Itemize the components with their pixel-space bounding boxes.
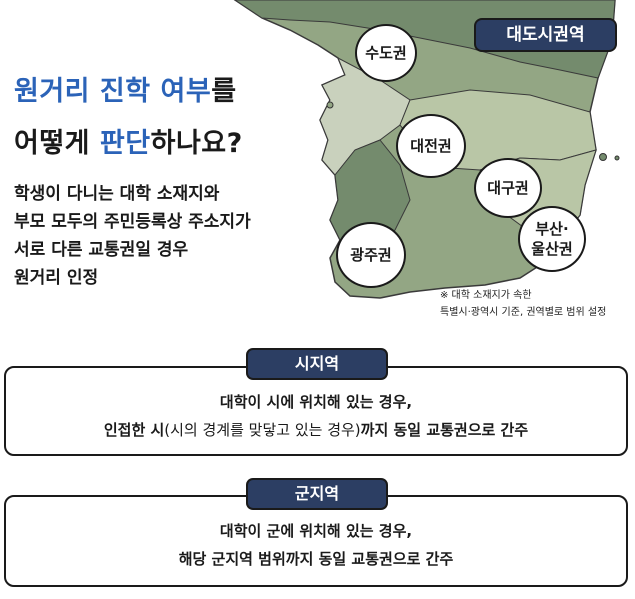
county-region-line-1: 대학이 군에 위치해 있는 경우, — [219, 522, 413, 540]
description-line: 학생이 다니는 대학 소재지와 — [14, 184, 220, 204]
region-bubble-sudo: 수도권 — [355, 24, 417, 82]
region-label: 광주권 — [350, 246, 392, 264]
region-bubble-gwangju: 광주권 — [336, 222, 406, 288]
map-island — [599, 153, 607, 161]
region-label: 부산· 울산권 — [531, 220, 573, 258]
region-bubble-daejeon: 대전권 — [396, 114, 466, 178]
county-region-line-2: 해당 군지역 범위까지 동일 교통권으로 간주 — [178, 550, 454, 568]
city-region-title: 시지역 — [248, 350, 386, 378]
headline-line-1: 원거리 진학 여부를 — [14, 76, 237, 107]
region-label: 수도권 — [365, 44, 407, 62]
city-region-section: 대학이 시에 위치해 있는 경우, 인접한 시(시의 경계를 맞닿고 있는 경우… — [4, 366, 628, 456]
county-region-title: 군지역 — [248, 480, 386, 508]
description-line: 부모 모두의 주민등록상 주소지가 — [14, 212, 251, 232]
region-label: 대전권 — [410, 137, 452, 155]
headline-highlight: 판단 — [99, 128, 151, 159]
region-label: 대구권 — [487, 179, 529, 197]
region-bubble-daegu: 대구권 — [474, 158, 542, 218]
city-region-line-1: 대학이 시에 위치해 있는 경우, — [219, 393, 413, 411]
headline-highlight: 원거리 진학 여부 — [14, 76, 212, 107]
map-island — [326, 101, 334, 109]
region-bubble-busan-ulsan: 부산· 울산권 — [518, 206, 586, 272]
city-region-text: 대학이 시에 위치해 있는 경우, 인접한 시(시의 경계를 맞닿고 있는 경우… — [6, 388, 626, 444]
city-region-line-2: 인접한 시(시의 경계를 맞닿고 있는 경우)까지 동일 교통권으로 간주 — [103, 421, 529, 439]
map-footnote: ※ 대학 소재지가 속한 특별시·광역시 기준, 권역별로 범위 설정 — [440, 290, 607, 318]
description-line: 서로 다른 교통권일 경우 — [14, 240, 189, 260]
county-region-section: 대학이 군에 위치해 있는 경우, 해당 군지역 범위까지 동일 교통권으로 간… — [4, 495, 628, 587]
description: 학생이 다니는 대학 소재지와 부모 모두의 주민등록상 주소지가 서로 다른 … — [14, 180, 251, 292]
metro-region-badge: 대도시권역 — [476, 20, 615, 50]
headline: 원거리 진학 여부를 어떻게 판단하나요? — [14, 66, 243, 170]
description-line: 원거리 인정 — [14, 268, 99, 288]
map-island — [614, 155, 620, 161]
headline-line-2: 어떻게 판단하나요? — [14, 128, 243, 159]
county-region-text: 대학이 군에 위치해 있는 경우, 해당 군지역 범위까지 동일 교통권으로 간… — [6, 517, 626, 573]
